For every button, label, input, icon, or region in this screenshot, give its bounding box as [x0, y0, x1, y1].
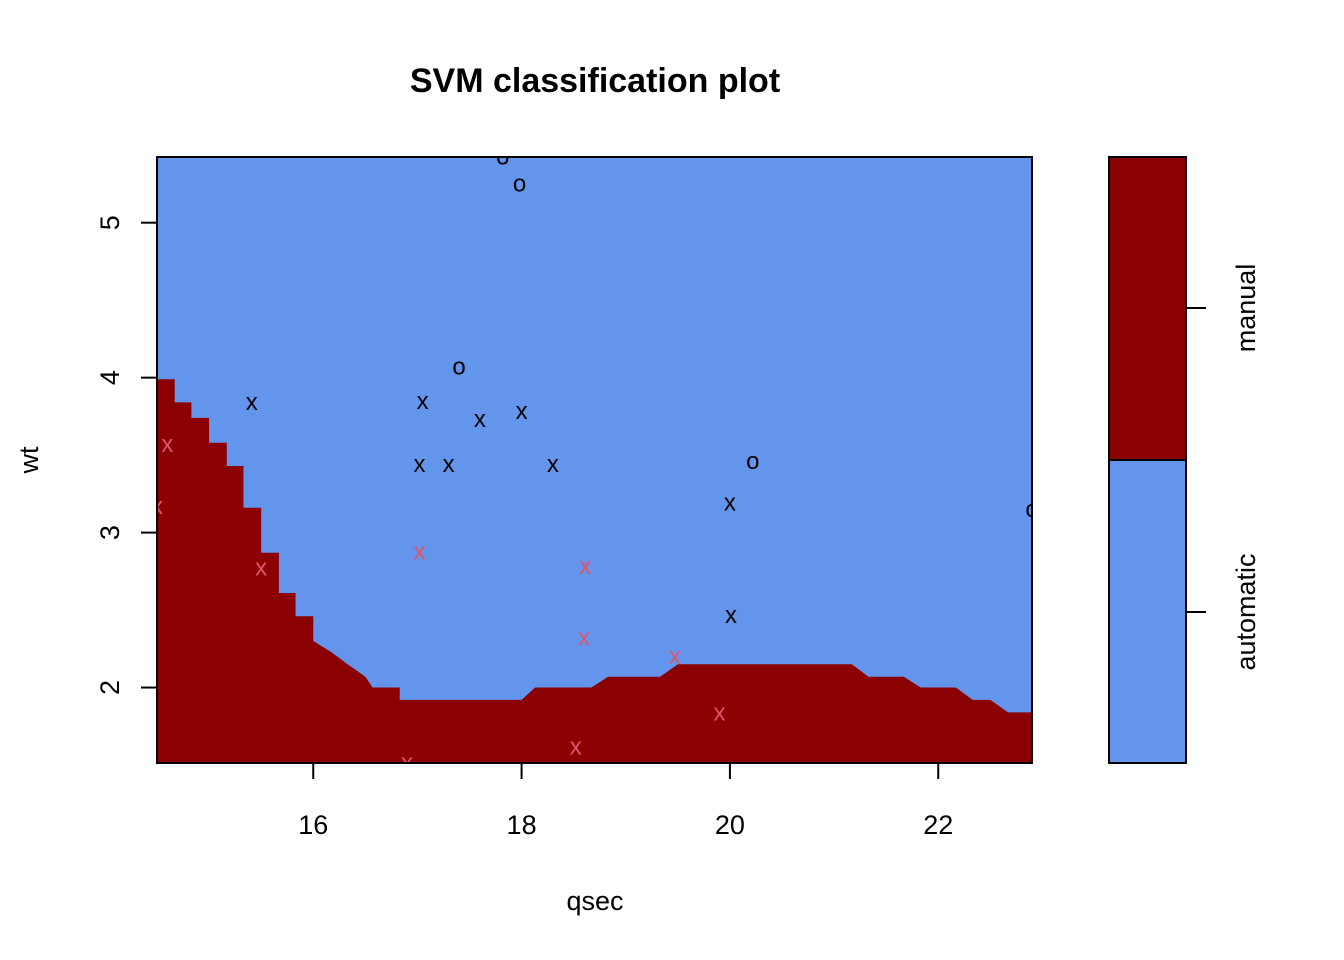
- color-legend: manual automatic: [1108, 156, 1261, 764]
- legend-label-automatic: automatic: [1231, 553, 1261, 670]
- manual-point-cross-3: x: [414, 538, 426, 565]
- manual-point-cross-4: x: [579, 553, 591, 580]
- x-tick-label: 16: [298, 810, 328, 840]
- automatic-point-cross-6: x: [417, 388, 429, 415]
- manual-region: [157, 379, 1032, 763]
- automatic-point-circle-4: o: [1025, 496, 1038, 523]
- automatic-point-cross-13: x: [725, 602, 737, 629]
- automatic-point-circle-3: o: [746, 448, 759, 475]
- y-axis-label: wt: [14, 446, 44, 474]
- y-tick-label: 2: [95, 680, 125, 695]
- manual-point-cross-8: x: [570, 734, 582, 761]
- manual-point-cross-9: x: [401, 750, 413, 777]
- chart-title: SVM classification plot: [410, 62, 780, 100]
- automatic-point-circle-2: o: [452, 353, 465, 380]
- automatic-point-cross-12: x: [724, 490, 736, 517]
- y-tick-label: 5: [95, 215, 125, 230]
- automatic-point-cross-9: x: [414, 451, 426, 478]
- x-tick-label: 18: [507, 810, 537, 840]
- legend-swatch-manual: [1108, 156, 1187, 461]
- manual-point-cross-1: x: [151, 493, 163, 520]
- legend-label-manual: manual: [1231, 264, 1261, 353]
- automatic-point-cross-10: x: [443, 451, 455, 478]
- manual-point-cross-7: x: [714, 700, 726, 727]
- automatic-point-cross-5: x: [246, 389, 258, 416]
- x-tick-label: 22: [923, 810, 953, 840]
- manual-point-cross-6: x: [669, 643, 681, 670]
- y-tick-label: 3: [95, 525, 125, 540]
- legend-swatch-automatic: [1108, 459, 1187, 764]
- y-axis: 2 3 4 5: [95, 215, 157, 695]
- x-axis-label: qsec: [566, 886, 623, 916]
- plot-frame: [156, 156, 1033, 764]
- manual-point-cross-5: x: [578, 624, 590, 651]
- automatic-point-circle-0: o: [496, 144, 509, 171]
- automatic-point-cross-7: x: [474, 406, 486, 433]
- manual-point-cross-0: x: [161, 431, 173, 458]
- manual-point-cross-2: x: [255, 555, 267, 582]
- automatic-point-cross-8: x: [516, 398, 528, 425]
- automatic-point-cross-11: x: [547, 451, 559, 478]
- automatic-point-circle-1: o: [513, 170, 526, 197]
- y-tick-label: 4: [95, 370, 125, 385]
- x-axis: 16 18 20 22: [298, 763, 953, 840]
- x-tick-label: 20: [715, 810, 745, 840]
